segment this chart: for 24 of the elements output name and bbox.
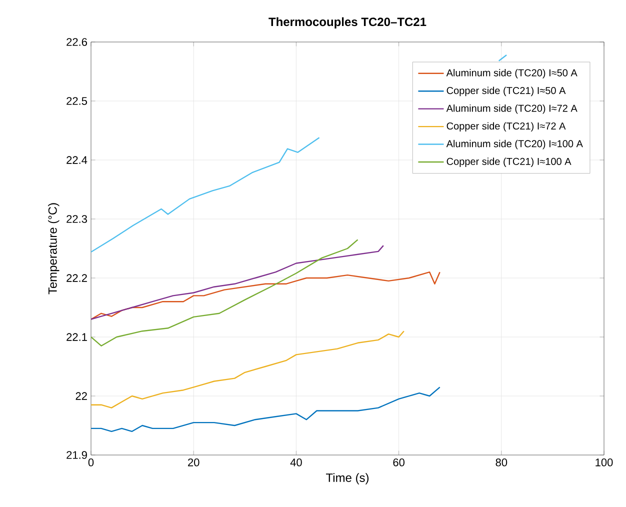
x-tick-label: 100 xyxy=(596,458,613,466)
y-tick-label: 22.2 xyxy=(66,274,87,282)
y-tick-label: 22.1 xyxy=(66,333,87,341)
legend-label: Copper side (TC21) I≈72 A xyxy=(446,122,566,132)
chart-title: Thermocouples TC20–TC21 xyxy=(268,17,426,28)
y-tick-label: 21.9 xyxy=(66,451,87,459)
x-tick-label: 20 xyxy=(188,458,200,466)
legend-label: Copper side (TC21) I≈50 A xyxy=(446,86,566,96)
line-series xyxy=(91,239,358,346)
y-tick-label: 22.3 xyxy=(66,215,87,223)
x-tick-label: 60 xyxy=(393,458,404,466)
y-tick-label: 22.5 xyxy=(66,97,88,105)
legend-label: Aluminum side (TC20) I≈100 A xyxy=(446,140,583,150)
x-tick-label: 0 xyxy=(88,458,94,466)
legend-label: Copper side (TC21) I≈100 A xyxy=(446,158,572,167)
x-tick-label: 40 xyxy=(290,458,302,466)
y-tick-label: 22.4 xyxy=(66,156,88,164)
y-axis-title: Temperature (°C) xyxy=(48,203,60,294)
y-tick-label: 22.6 xyxy=(66,38,87,46)
x-tick-label: 80 xyxy=(496,458,508,466)
x-axis-title: Time (s) xyxy=(326,473,369,484)
legend-label: Aluminum side (TC20) I≈50 A xyxy=(446,69,578,78)
y-tick-label: 22 xyxy=(76,392,87,400)
legend-label: Aluminum side (TC20) I≈72 A xyxy=(446,104,578,114)
